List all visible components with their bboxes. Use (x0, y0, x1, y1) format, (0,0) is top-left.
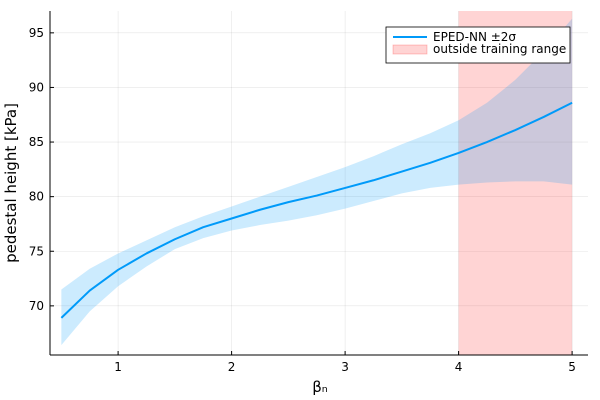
y-tick-label: 85 (29, 135, 44, 149)
series-lines (60, 101, 573, 319)
x-tick-label: 3 (341, 360, 349, 374)
legend: EPED-NN ±2σ outside training range (385, 26, 571, 64)
legend-label-series: EPED-NN ±2σ (433, 30, 516, 44)
legend-box (385, 26, 571, 64)
legend-region-swatch (392, 44, 428, 55)
uncertainty-band (61, 18, 573, 346)
tick-labels: 1 2 3 4 5 70 75 80 85 90 95 (29, 26, 576, 374)
y-tick-label: 75 (29, 244, 44, 258)
legend-label-region: outside training range (433, 42, 566, 56)
y-tick-label: 90 (29, 80, 44, 94)
shaded-regions (458, 11, 573, 355)
x-axis-label: βₙ (312, 378, 328, 396)
y-tick-label: 70 (29, 299, 44, 313)
y-tick-label: 95 (29, 26, 44, 40)
uncertainty-bands (61, 18, 573, 346)
x-tick-label: 5 (568, 360, 576, 374)
axes (49, 11, 588, 356)
shaded-region (458, 11, 573, 355)
series-line (60, 101, 573, 319)
y-axis-label: pedestal height [kPa] (2, 103, 20, 263)
x-tick-label: 2 (228, 360, 236, 374)
x-tick-label: 4 (455, 360, 463, 374)
y-tick-label: 80 (29, 190, 44, 204)
x-tick-label: 1 (114, 360, 122, 374)
